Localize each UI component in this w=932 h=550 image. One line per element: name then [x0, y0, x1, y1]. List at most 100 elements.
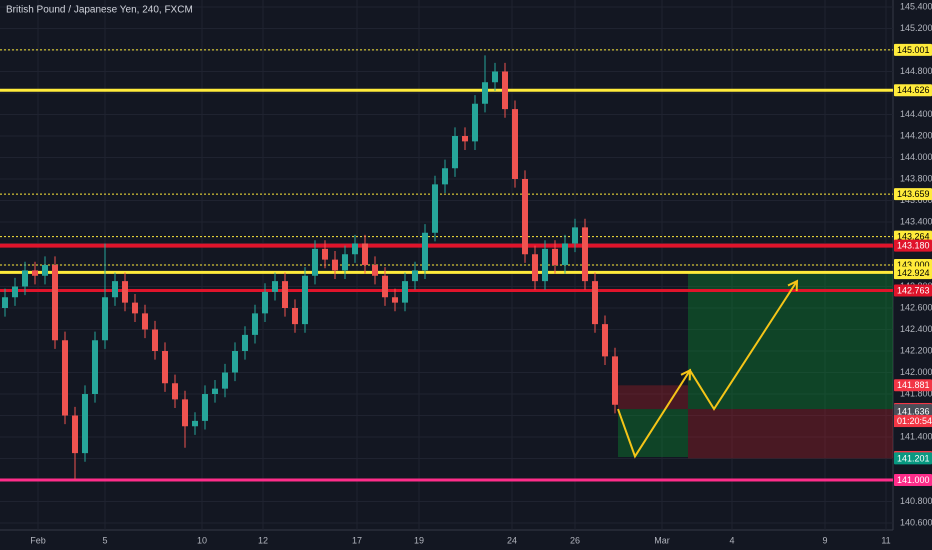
candle-body: [332, 259, 338, 271]
candle-body: [372, 265, 378, 276]
y-tick-label: 142.600: [900, 302, 932, 312]
candle-body: [112, 281, 118, 298]
countdown-label: 01:20:54: [897, 416, 932, 426]
y-tick-label: 144.800: [900, 66, 932, 76]
candle-body: [432, 184, 438, 233]
y-tick-label: 143.400: [900, 216, 932, 226]
price-tag-label: 144.626: [897, 85, 930, 95]
candle-body: [92, 340, 98, 395]
profit-zone: [618, 409, 688, 458]
x-tick-label: 9: [822, 535, 827, 545]
price-tag-label: 141.636: [897, 407, 930, 417]
price-tag: [894, 284, 932, 297]
candle-body: [272, 281, 278, 292]
x-tick-label: 4: [729, 535, 734, 545]
x-tick-label: 19: [414, 535, 424, 545]
candle-body: [472, 103, 478, 142]
candle-body: [572, 227, 578, 244]
candle-body: [292, 308, 298, 325]
candle-body: [162, 351, 168, 384]
chart-title: British Pound / Japanese Yen, 240, FXCM: [6, 5, 193, 16]
candle-body: [482, 82, 488, 104]
price-tag: [894, 239, 932, 252]
price-tag-label: 143.264: [897, 231, 930, 241]
x-tick-label: 17: [352, 535, 362, 545]
candle-body: [362, 243, 368, 265]
y-tick-label: 144.200: [900, 130, 932, 140]
candle-body: [492, 71, 498, 83]
candle-body: [282, 281, 288, 309]
candle-body: [382, 275, 388, 298]
candle-body: [62, 340, 68, 416]
price-tag-label: 141.881: [897, 380, 930, 390]
candle-body: [82, 394, 88, 454]
y-tick-label: 143.800: [900, 173, 932, 183]
y-tick-label: 145.200: [900, 23, 932, 33]
candle-body: [302, 275, 308, 325]
candle-body: [22, 270, 28, 287]
candle-body: [252, 313, 258, 335]
price-tag: [894, 379, 932, 392]
candle-body: [602, 324, 608, 357]
candle-body: [412, 270, 418, 282]
price-tag: [894, 84, 932, 97]
y-tick-label: 141.800: [900, 388, 932, 398]
y-tick-label: 142.200: [900, 345, 932, 355]
candle-body: [182, 399, 188, 427]
candle-body: [242, 334, 248, 352]
y-tick-label: 140.800: [900, 496, 932, 506]
candle-body: [172, 383, 178, 400]
y-tick-label: 142.400: [900, 324, 932, 334]
candle-body: [192, 420, 198, 427]
price-tag-label: 143.659: [897, 189, 930, 199]
price-tag-label: 142.763: [897, 285, 930, 295]
candle-body: [222, 372, 228, 389]
candle-body: [462, 135, 468, 142]
price-tag-label: 143.180: [897, 241, 930, 251]
candle-body: [102, 297, 108, 341]
profit-zone: [688, 272, 893, 410]
candle-body: [512, 109, 518, 179]
price-tag: [894, 230, 932, 243]
candle-body: [502, 71, 508, 110]
candle-body: [542, 248, 548, 282]
candle-body: [212, 388, 218, 395]
x-tick-label: 11: [881, 535, 890, 545]
price-tag: [894, 43, 932, 56]
x-tick-label: 12: [258, 535, 268, 545]
y-tick-label: 144.400: [900, 109, 932, 119]
arrow-head: [680, 368, 692, 381]
x-tick-label: Mar: [654, 535, 670, 545]
candle-body: [32, 270, 38, 276]
candle-body: [422, 232, 428, 271]
candle-body: [532, 254, 538, 282]
x-tick-label: 5: [102, 535, 107, 545]
candle-body: [312, 248, 318, 276]
candle-body: [262, 291, 268, 314]
candle-body: [442, 168, 448, 185]
price-tag-label: 141.000: [897, 475, 930, 485]
candle-body: [52, 265, 58, 341]
candle-body: [552, 248, 558, 265]
y-tick-label: 144.000: [900, 152, 932, 162]
y-tick-label: 142.000: [900, 367, 932, 377]
candle-body: [562, 243, 568, 265]
candle-body: [322, 248, 328, 260]
price-tag: [894, 188, 932, 201]
candle-body: [202, 394, 208, 421]
candle-body: [352, 243, 358, 255]
y-tick-label: 140.600: [900, 517, 932, 527]
price-tag-label: 142.924: [897, 268, 930, 278]
stop-zone: [688, 409, 893, 459]
price-tag-label: 145.001: [897, 45, 930, 55]
candle-body: [392, 297, 398, 303]
candle-body: [122, 281, 128, 303]
candle-body: [402, 281, 408, 303]
price-tag-label: 141.201: [897, 453, 930, 463]
candle-body: [232, 351, 238, 373]
x-tick-label: 24: [507, 535, 517, 545]
candle-body: [582, 227, 588, 282]
candle-body: [152, 329, 158, 352]
